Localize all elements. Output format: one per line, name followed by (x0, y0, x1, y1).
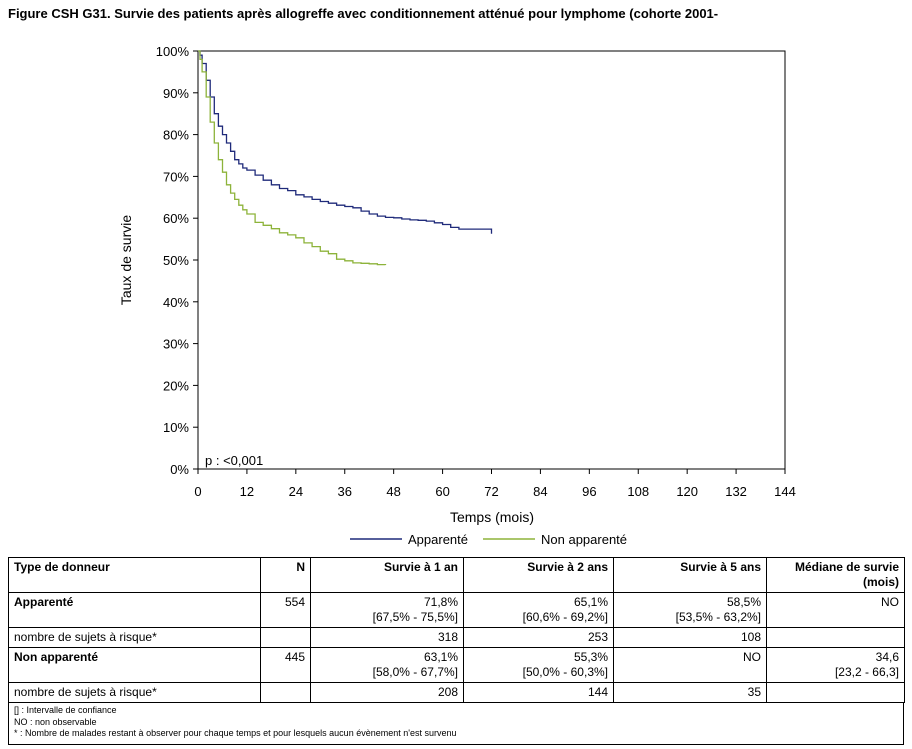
row-n: 445 (260, 647, 311, 683)
footnote: [] : Intervalle de confiance (14, 705, 117, 715)
plot-frame (197, 50, 786, 470)
table-row: nombre de sujets à risque* 208 144 35 (8, 682, 905, 703)
x-tick-label: 108 (627, 484, 649, 499)
x-axis: 0 12 24 36 48 60 72 84 96 108 120 132 144 (194, 469, 796, 499)
row-survival-5y: 108 (613, 627, 767, 648)
y-tick-label: 50% (163, 253, 189, 268)
x-tick-label: 0 (194, 484, 201, 499)
y-tick-label: 60% (163, 211, 189, 226)
row-survival-2y: 65,1% [60,6% - 69,2%] (463, 592, 614, 628)
series-layer (198, 50, 493, 266)
x-tick-label: 72 (484, 484, 498, 499)
row-n (260, 682, 311, 703)
row-survival-2y: 55,3% [50,0% - 60,3%] (463, 647, 614, 683)
x-tick-label: 60 (435, 484, 449, 499)
p-value-annotation: p : <0,001 (205, 453, 263, 468)
row-median: NO (766, 592, 905, 628)
row-survival-5y: 35 (613, 682, 767, 703)
row-n (260, 627, 311, 648)
y-tick-label: 0% (170, 462, 189, 477)
footnote: NO : non observable (14, 716, 97, 727)
header-survival-1y: Survie à 1 an (310, 557, 464, 593)
x-tick-label: 96 (582, 484, 596, 499)
x-tick-label: 48 (386, 484, 400, 499)
row-type: Non apparenté (8, 647, 261, 683)
row-median (766, 682, 905, 703)
y-tick-label: 10% (163, 420, 189, 435)
legend-label: Apparenté (408, 532, 468, 547)
survival-table: Type de donneur N Survie à 1 an Survie à… (8, 557, 905, 703)
footnotes: [] : Intervalle de confiance NO : non ob… (8, 703, 904, 745)
table-row: Apparenté 554 71,8% [67,5% - 75,5%] 65,1%… (8, 592, 905, 628)
y-tick-label: 30% (163, 337, 189, 352)
row-type: Apparenté (8, 592, 261, 628)
row-survival-5y: NO (613, 647, 767, 683)
x-tick-label: 24 (289, 484, 303, 499)
header-n: N (260, 557, 311, 593)
x-tick-label: 12 (240, 484, 254, 499)
table-header-row: Type de donneur N Survie à 1 an Survie à… (8, 557, 905, 593)
header-median: Médiane de survie (mois) (766, 557, 905, 593)
row-type: nombre de sujets à risque* (8, 627, 261, 648)
row-survival-1y: 318 (310, 627, 464, 648)
row-survival-2y: 253 (463, 627, 614, 648)
x-tick-label: 132 (725, 484, 747, 499)
y-tick-label: 70% (163, 169, 189, 184)
row-n: 554 (260, 592, 311, 628)
header-survival-2y: Survie à 2 ans (463, 557, 614, 593)
y-tick-label: 80% (163, 128, 189, 143)
row-survival-1y: 63,1% [58,0% - 67,7%] (310, 647, 464, 683)
y-tick-label: 90% (163, 86, 189, 101)
figure-title: Figure CSH G31. Survie des patients aprè… (8, 6, 719, 21)
legend: Apparenté Non apparenté (350, 532, 627, 547)
header-survival-5y: Survie à 5 ans (613, 557, 767, 593)
y-axis: 0% 10% 20% 30% 40% 50% 60% 70% 80% 90% 100% (156, 44, 198, 477)
x-tick-label: 144 (774, 484, 796, 499)
x-tick-label: 36 (338, 484, 352, 499)
row-median (766, 627, 905, 648)
y-tick-label: 40% (163, 295, 189, 310)
row-type: nombre de sujets à risque* (8, 682, 261, 703)
row-median: 34,6 [23,2 - 66,3] (766, 647, 905, 683)
legend-label: Non apparenté (541, 532, 627, 547)
row-survival-2y: 144 (463, 682, 614, 703)
x-tick-label: 84 (533, 484, 547, 499)
row-survival-1y: 208 (310, 682, 464, 703)
y-tick-label: 20% (163, 378, 189, 393)
series-line-1 (198, 50, 493, 234)
row-survival-1y: 71,8% [67,5% - 75,5%] (310, 592, 464, 628)
x-axis-label: Temps (mois) (450, 509, 534, 525)
footnote: * : Nombre de malades restant à observer… (14, 728, 457, 738)
survival-chart: 0% 10% 20% 30% 40% 50% 60% 70% 80% 90% 100% 0 12 24 3… (118, 44, 796, 547)
y-tick-label: 100% (156, 44, 190, 59)
header-type: Type de donneur (8, 557, 261, 593)
y-axis-label: Taux de survie (118, 215, 134, 305)
series-line-2 (198, 50, 387, 266)
table-row: Non apparenté 445 63,1% [58,0% - 67,7%] 5… (8, 647, 905, 683)
row-survival-5y: 58,5% [53,5% - 63,2%] (613, 592, 767, 628)
table-row: nombre de sujets à risque* 318 253 108 (8, 627, 905, 648)
x-tick-label: 120 (676, 484, 698, 499)
